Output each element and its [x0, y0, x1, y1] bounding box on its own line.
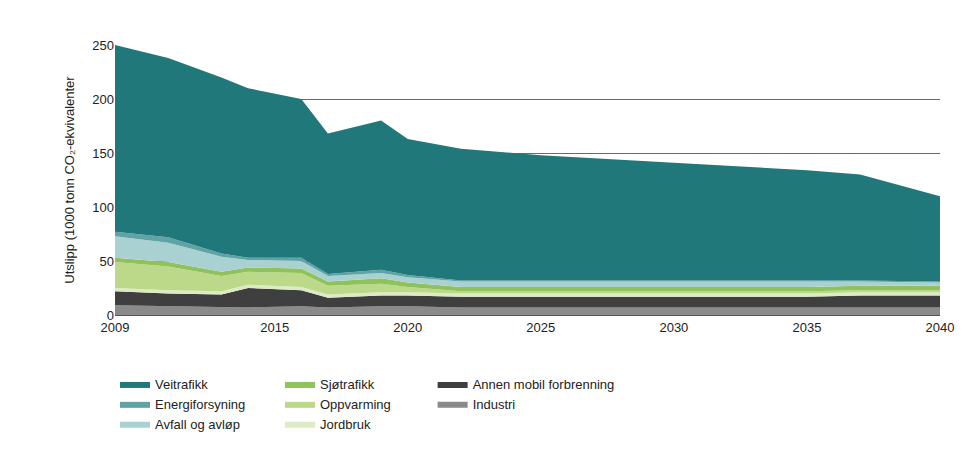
svg-text:0: 0 [107, 308, 114, 323]
svg-text:2035: 2035 [792, 320, 821, 335]
svg-text:2015: 2015 [260, 320, 289, 335]
svg-text:2040: 2040 [926, 320, 955, 335]
svg-text:Jordbruk: Jordbruk [320, 417, 371, 432]
svg-text:Energiforsyning: Energiforsyning [155, 397, 245, 412]
svg-text:Veitrafikk: Veitrafikk [155, 377, 208, 392]
svg-text:Avfall og avløp: Avfall og avløp [155, 417, 240, 432]
svg-text:Utslipp (1000 tonn CO₂-ekvival: Utslipp (1000 tonn CO₂-ekvivalenter [62, 76, 77, 284]
svg-text:50: 50 [100, 254, 114, 269]
svg-text:200: 200 [92, 92, 114, 107]
svg-text:2025: 2025 [526, 320, 555, 335]
svg-text:2020: 2020 [393, 320, 422, 335]
svg-text:Annen mobil forbrenning: Annen mobil forbrenning [473, 377, 615, 392]
svg-text:Oppvarming: Oppvarming [320, 397, 391, 412]
svg-text:Industri: Industri [473, 397, 516, 412]
svg-text:100: 100 [92, 200, 114, 215]
svg-text:Sjøtrafikk: Sjøtrafikk [320, 377, 375, 392]
svg-text:250: 250 [92, 38, 114, 53]
svg-text:150: 150 [92, 146, 114, 161]
svg-text:2009: 2009 [101, 320, 130, 335]
svg-text:2030: 2030 [659, 320, 688, 335]
